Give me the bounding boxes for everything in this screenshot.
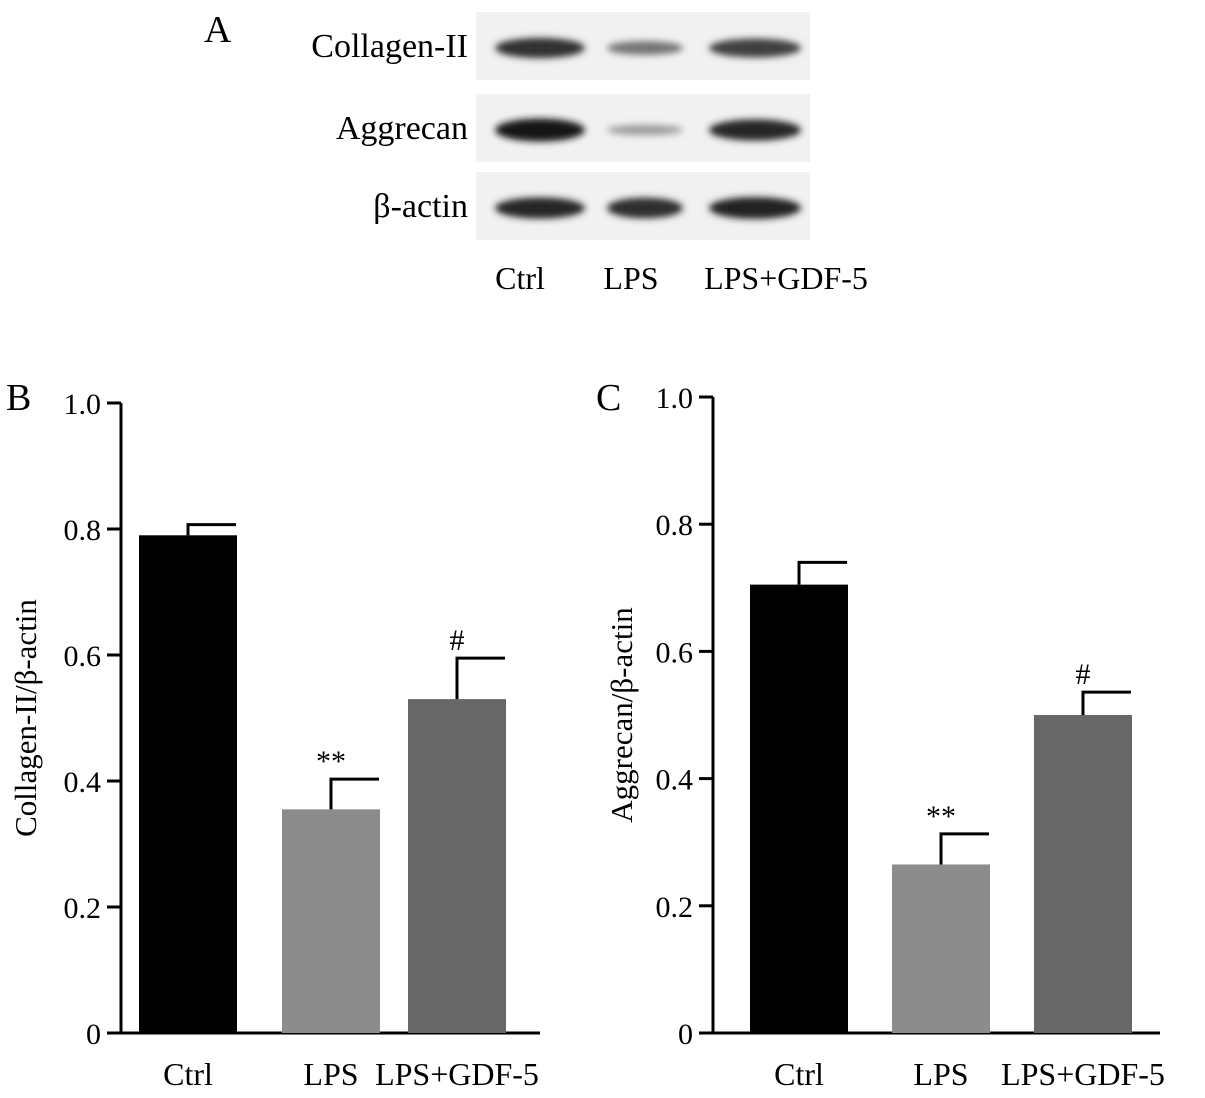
bar-lps-gdf-5	[1034, 715, 1132, 1033]
x-tick-label: Ctrl	[774, 1056, 824, 1092]
y-tick-label: 0.6	[656, 636, 694, 669]
y-tick-label: 0.6	[64, 640, 102, 673]
significance-label: #	[1076, 658, 1091, 691]
panel-c-letter: C	[596, 377, 621, 419]
blot-band	[607, 124, 683, 136]
significance-label: **	[316, 745, 346, 778]
bar-lps-gdf-5	[408, 699, 506, 1033]
x-tick-label: LPS	[303, 1056, 358, 1092]
y-axis-title: Collagen-II/β-actin	[8, 599, 43, 837]
y-tick-label: 1.0	[64, 388, 102, 421]
bar-lps	[282, 809, 380, 1033]
x-tick-label: LPS+GDF-5	[375, 1056, 539, 1092]
blot-lane-label: Ctrl	[495, 260, 545, 296]
x-tick-label: LPS+GDF-5	[1001, 1056, 1165, 1092]
y-tick-label: 0.8	[656, 509, 694, 542]
y-tick-label: 0.4	[656, 764, 694, 797]
significance-label: #	[450, 624, 465, 657]
bar-ctrl	[750, 584, 848, 1033]
blot-band	[709, 38, 801, 58]
significance-label: **	[926, 800, 956, 833]
blot-band	[495, 197, 585, 219]
blot-band	[607, 197, 683, 219]
blot-row-aggrecan: Aggrecan	[336, 94, 810, 162]
blot-row-collagen-ii: Collagen-II	[311, 12, 810, 80]
x-tick-label: Ctrl	[163, 1056, 213, 1092]
panel-b-chart: B 0 0.2 0.4 0.6 0.8 1.0 Collagen-II/β-actin Ctr…	[6, 377, 540, 1092]
blot-row-actin: β-actin	[373, 172, 810, 240]
y-tick-label: 0	[678, 1018, 693, 1051]
panel-a: A Collagen-II Aggrecan β-actin Ctrl LPS LPS+…	[204, 9, 868, 296]
blot-row-label: β-actin	[373, 188, 468, 225]
bar-ctrl	[139, 535, 237, 1033]
blot-lane-label: LPS	[603, 260, 658, 296]
blot-band	[709, 197, 801, 219]
y-tick-label: 0.2	[656, 891, 694, 924]
blot-lane-label: LPS+GDF-5	[704, 260, 868, 296]
y-axis-title: Aggrecan/β-actin	[604, 607, 639, 823]
blot-band	[607, 40, 683, 56]
panel-a-letter: A	[204, 9, 232, 51]
x-tick-label: LPS	[913, 1056, 968, 1092]
y-tick-label: 0.2	[64, 892, 102, 925]
y-tick-label: 0	[86, 1018, 101, 1051]
y-tick-label: 1.0	[656, 382, 694, 415]
blot-rows: Collagen-II Aggrecan β-actin	[311, 12, 810, 240]
blot-row-label: Aggrecan	[336, 110, 468, 147]
blot-row-label: Collagen-II	[311, 28, 468, 65]
blot-band	[495, 37, 585, 59]
blot-band	[709, 119, 801, 141]
blot-band	[495, 118, 585, 142]
blot-lane-labels: Ctrl LPS LPS+GDF-5	[495, 260, 868, 296]
bar-lps	[892, 864, 990, 1033]
panel-b-letter: B	[6, 377, 31, 419]
y-tick-label: 0.8	[64, 514, 102, 547]
panel-c-chart: C 0 0.2 0.4 0.6 0.8 1.0 Aggrecan/β-actin Ctrl **…	[596, 377, 1165, 1092]
y-tick-label: 0.4	[64, 766, 102, 799]
